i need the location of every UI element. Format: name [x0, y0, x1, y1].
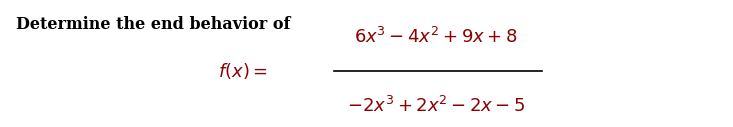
Text: Determine the end behavior of: Determine the end behavior of	[16, 16, 290, 33]
Text: $-2x^3 + 2x^2 - 2x - 5$: $-2x^3 + 2x^2 - 2x - 5$	[347, 96, 525, 116]
Text: $6x^3 - 4x^2 + 9x + 8$: $6x^3 - 4x^2 + 9x + 8$	[354, 27, 517, 47]
Text: $f(x) =$: $f(x) =$	[218, 61, 268, 81]
